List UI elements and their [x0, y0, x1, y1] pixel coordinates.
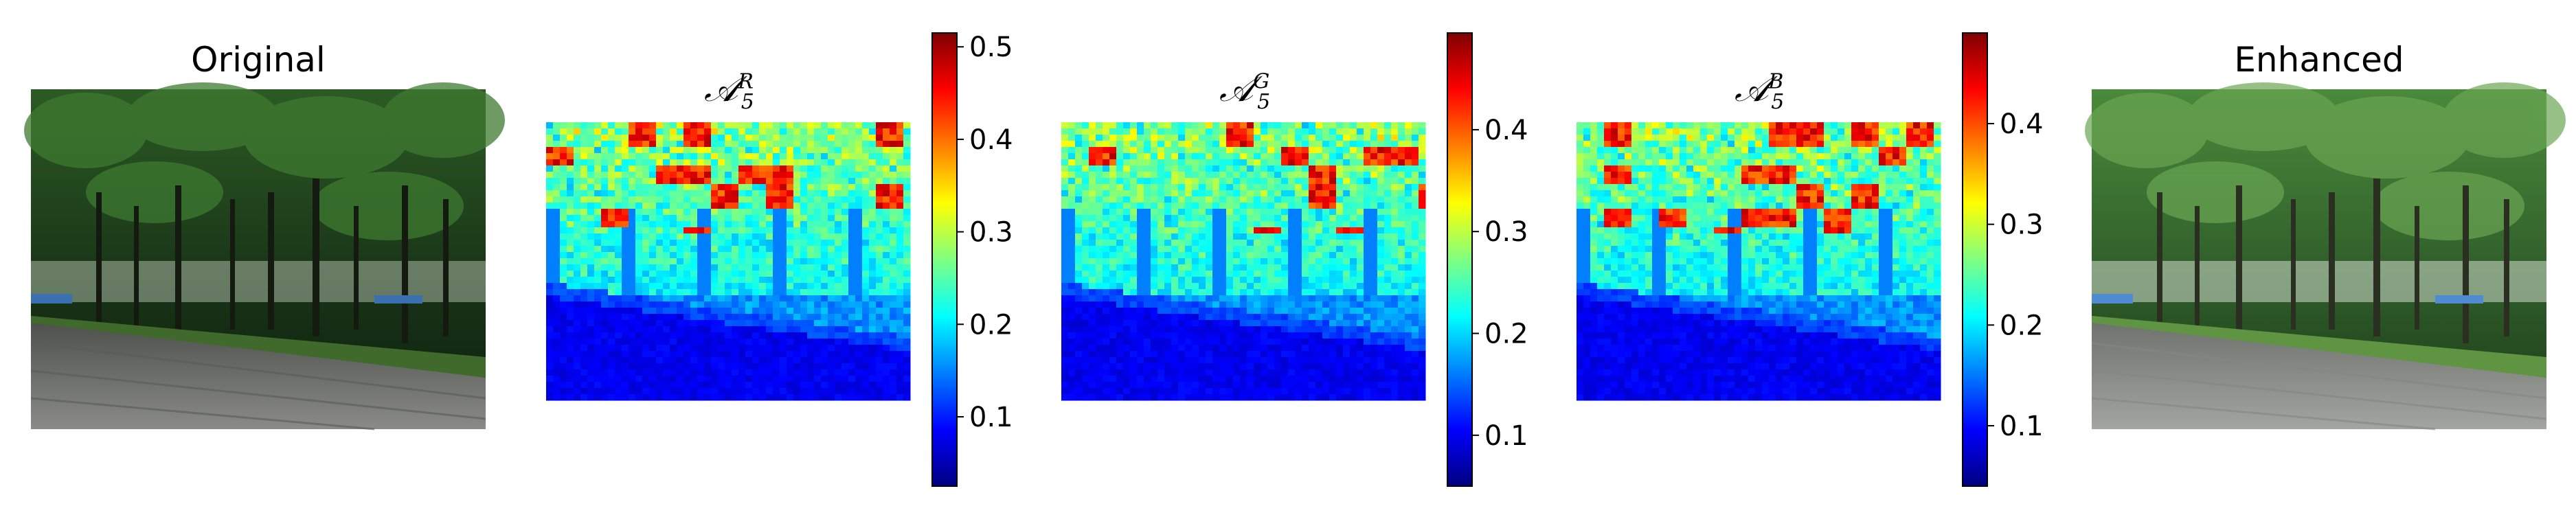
- colorbar-gradient: [1447, 32, 1473, 487]
- attention-map-b: [1577, 122, 1941, 401]
- colorbar-tick-label: 0.1: [1484, 420, 1528, 452]
- colorbar-tick-label: 0.1: [969, 402, 1013, 433]
- colorbar-g: 0.1 0.2 0.3 0.4: [1447, 32, 1528, 487]
- colorbar-r: 0.1 0.2 0.3 0.4 0.5: [931, 32, 1013, 487]
- map-g-title-sup: G: [1253, 69, 1270, 94]
- colorbar-tick-label: 0.5: [969, 32, 1013, 63]
- colorbar-tick-label: 0.4: [1484, 115, 1528, 146]
- map-g-title-sub: 5: [1257, 90, 1271, 115]
- enhanced-title: Enhanced: [2234, 40, 2404, 80]
- colorbar-tick-label: 0.2: [2000, 310, 2044, 341]
- colorbar-tick-label: 0.3: [1484, 216, 1528, 248]
- attention-map-g: [1061, 122, 1426, 401]
- colorbar-tick-label: 0.3: [2000, 209, 2044, 241]
- colorbar-tick-label: 0.1: [2000, 411, 2044, 442]
- original-title: Original: [191, 40, 326, 80]
- map-r-title-base: 𝒜: [704, 69, 738, 110]
- enhanced-photo: [2085, 82, 2566, 431]
- colorbar-gradient: [1962, 32, 1988, 487]
- colorbar-tick-label: 0.2: [969, 309, 1013, 341]
- map-g-title: 𝒜G5: [1219, 69, 1270, 114]
- colorbar-gradient: [931, 32, 958, 487]
- map-b-title-base: 𝒜: [1735, 69, 1769, 110]
- colorbar-b: 0.1 0.2 0.3 0.4: [1962, 32, 2044, 487]
- map-r-title-sup: R: [738, 69, 754, 94]
- attention-map-r: [546, 122, 911, 401]
- map-b-title: 𝒜B5: [1735, 69, 1784, 114]
- colorbar-tick-label: 0.4: [2000, 108, 2044, 140]
- colorbar-tick-label: 0.3: [969, 217, 1013, 249]
- map-b-title-sub: 5: [1771, 90, 1785, 115]
- map-r-title-sub: 5: [741, 90, 754, 115]
- map-g-title-base: 𝒜: [1219, 69, 1254, 110]
- colorbar-tick-label: 0.2: [1484, 319, 1528, 350]
- map-r-title: 𝒜R5: [704, 69, 754, 114]
- map-b-title-sup: B: [1768, 69, 1784, 94]
- colorbar-tick-label: 0.4: [969, 124, 1013, 156]
- original-photo: [24, 82, 505, 431]
